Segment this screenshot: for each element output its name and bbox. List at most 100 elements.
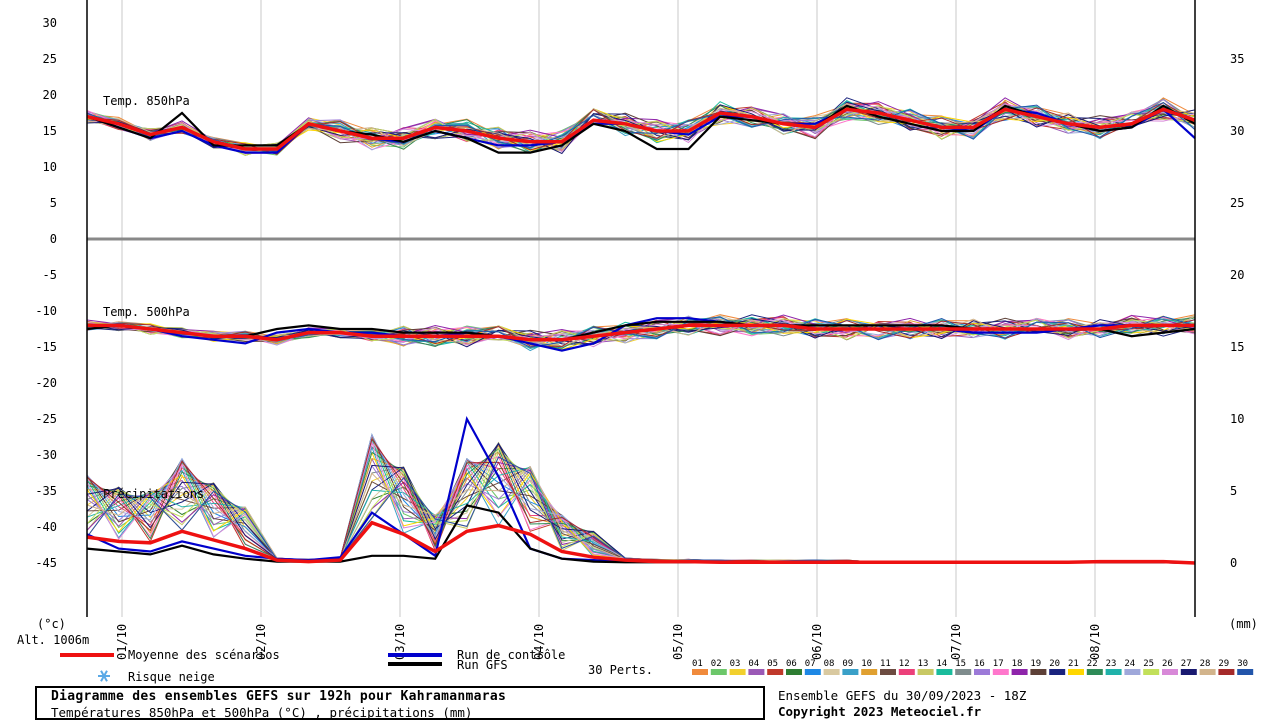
perturbation-08-precip <box>86 444 1196 564</box>
left-tick-label: -25 <box>35 412 57 426</box>
perturbation-swatch <box>898 669 915 675</box>
right-tick-label: 30 <box>1230 124 1244 138</box>
right-tick-label: 10 <box>1230 412 1244 426</box>
right-tick-label: 0 <box>1230 556 1237 570</box>
perturbation-swatch <box>936 669 953 675</box>
perturbation-id: 23 <box>1106 659 1117 669</box>
snowflake-icon <box>98 670 110 682</box>
perturbation-id: 29 <box>1218 659 1229 669</box>
perturbation-id: 20 <box>1049 659 1060 669</box>
perturbation-id: 12 <box>899 659 910 669</box>
x-tick-label: 08/10 <box>1088 624 1102 660</box>
perturbation-id: 10 <box>861 659 872 669</box>
perturbation-swatch <box>917 669 934 675</box>
run-info: Ensemble GEFS du 30/09/2023 - 18Z <box>778 688 1027 703</box>
perturbation-swatch <box>1143 669 1160 675</box>
perturbation-25-precip <box>86 447 1196 564</box>
perturbation-id: 22 <box>1087 659 1098 669</box>
left-tick-label: -40 <box>35 520 57 534</box>
perturbation-22-precip <box>86 447 1196 564</box>
perturbation-id: 17 <box>993 659 1004 669</box>
perturbation-id: 25 <box>1143 659 1154 669</box>
perturbation-23-precip <box>86 466 1196 564</box>
perturbation-id: 21 <box>1068 659 1079 669</box>
grid <box>87 0 1195 617</box>
perturbation-05-precip <box>86 446 1196 564</box>
perturbation-swatch <box>1218 669 1235 675</box>
perturbation-01-precip <box>86 456 1196 564</box>
left-tick-label: 5 <box>50 196 57 210</box>
perturbation-swatch <box>1162 669 1178 675</box>
perturbation-id: 24 <box>1124 659 1135 669</box>
perturbation-11-precip <box>86 466 1196 564</box>
perturbation-id: 26 <box>1162 659 1173 669</box>
perturbation-swatch <box>992 669 1009 675</box>
perturbation-id: 27 <box>1181 659 1192 669</box>
perturbation-swatch <box>692 669 708 675</box>
perturbation-21-precip <box>86 451 1196 564</box>
left-tick-label: 15 <box>43 124 57 138</box>
perturbation-swatch <box>1030 669 1047 675</box>
perturbation-id: 15 <box>955 659 966 669</box>
x-tick-label: 06/10 <box>810 624 824 660</box>
perturbation-06-precip <box>86 468 1196 564</box>
left-tick-label: -20 <box>35 376 57 390</box>
perturbation-id: 06 <box>786 659 797 669</box>
left-axis-ticks: 30 25 20 15 10 5 0 -5 -10 -15 -20 -25 -30 -35 -40 -45 <box>35 16 57 570</box>
copyright: Copyright 2023 Meteociel.fr <box>778 704 982 719</box>
perturbation-swatch <box>1237 669 1254 675</box>
x-tick-label: 05/10 <box>671 624 685 660</box>
x-tick-label: 04/10 <box>532 624 546 660</box>
legend-snow-label: Risque neige <box>128 670 215 684</box>
perturbation-swatch <box>1105 669 1122 675</box>
perturbations-legend: 01 02 03 04 05 06 07 08 09 10 11 12 13 14 15 16 17 18 19 20… <box>692 659 1254 675</box>
mean-t850-line <box>86 107 1196 151</box>
perturbation-id: 08 <box>824 659 835 669</box>
x-tick-label: 01/10 <box>115 624 129 660</box>
gfs-t850-line <box>86 104 1196 154</box>
legend-gfs-label: Run GFS <box>457 658 508 672</box>
left-tick-label: 20 <box>43 88 57 102</box>
perturbation-id: 05 <box>767 659 778 669</box>
right-tick-label: 15 <box>1230 340 1244 354</box>
perturbations-label: 30 Perts. <box>588 663 653 677</box>
perturbation-id: 07 <box>805 659 816 669</box>
left-tick-label: 0 <box>50 232 57 246</box>
x-tick-label: 02/10 <box>254 624 268 660</box>
legend: Moyenne des scénarios Run de contrôle Ru… <box>60 648 1254 684</box>
perturbation-swatch <box>880 669 896 675</box>
perturbation-id: 19 <box>1030 659 1041 669</box>
perturbation-swatch <box>1199 669 1216 675</box>
perturbation-swatch <box>842 669 859 675</box>
perturbation-swatch <box>1124 669 1141 675</box>
left-tick-label: 25 <box>43 52 57 66</box>
perturbation-30-precip <box>86 456 1196 564</box>
diagram-title: Diagramme des ensembles GEFS sur 192h po… <box>51 689 507 704</box>
left-tick-label: 30 <box>43 16 57 30</box>
perturbation-swatch <box>955 669 972 675</box>
perturbation-swatch <box>786 669 802 675</box>
perturbation-swatch <box>1068 669 1084 675</box>
left-unit-label: (°c) <box>37 617 66 631</box>
perturbation-28-t850 <box>86 102 1196 150</box>
perturbation-id: 16 <box>974 659 985 669</box>
perturbation-swatch <box>861 669 878 675</box>
perturbation-10-precip <box>86 444 1196 564</box>
perturbation-28-precip <box>86 466 1196 564</box>
x-tick-label: 03/10 <box>393 624 407 660</box>
left-tick-label: -10 <box>35 304 57 318</box>
left-tick-label: -5 <box>43 268 57 282</box>
t500-label: Temp. 500hPa <box>103 305 190 319</box>
perturbation-13-precip <box>86 451 1196 564</box>
t850-label: Temp. 850hPa <box>103 94 190 108</box>
perturbation-swatch <box>729 669 746 675</box>
mean-precip-line <box>86 520 1196 565</box>
right-tick-label: 35 <box>1230 52 1244 66</box>
perturbation-swatch <box>804 669 821 675</box>
perturbation-swatch <box>1086 669 1103 675</box>
main-lines <box>86 104 1196 565</box>
perturbation-id: 09 <box>842 659 853 669</box>
perturbation-swatch <box>1049 669 1066 675</box>
perturbation-id: 14 <box>936 659 947 669</box>
